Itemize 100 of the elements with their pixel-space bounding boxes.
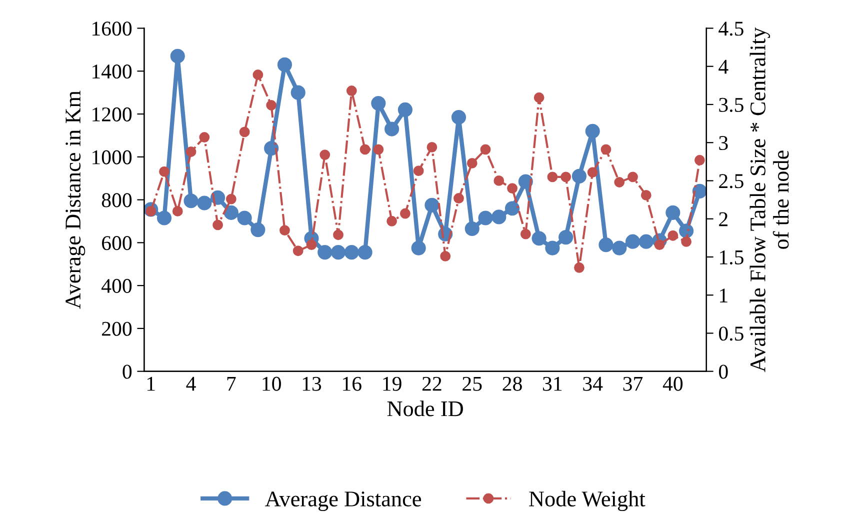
point — [318, 245, 332, 260]
point — [598, 238, 614, 252]
y-tick-label: 0 — [122, 364, 132, 379]
point — [545, 240, 560, 256]
point — [170, 48, 185, 64]
y2-tick-label: 3 — [719, 136, 728, 150]
point — [480, 144, 491, 155]
point — [464, 221, 480, 236]
point — [679, 224, 694, 238]
point — [614, 177, 625, 188]
point — [574, 262, 584, 273]
point — [507, 183, 518, 194]
x-tick-label: 25 — [462, 376, 482, 391]
point — [330, 245, 346, 260]
point — [172, 206, 183, 216]
point — [587, 167, 598, 178]
y2-tick-label: 4.5 — [718, 22, 744, 36]
point — [264, 141, 279, 156]
point — [424, 198, 440, 212]
point — [440, 250, 451, 262]
point — [250, 222, 266, 238]
x-axis-title: Node ID — [387, 400, 463, 416]
point — [212, 220, 223, 230]
point — [280, 225, 290, 236]
y2-tick-label: 2.5 — [719, 174, 744, 188]
y2-axis-title: Available Flow Table Size * Centrality of the node — [750, 27, 789, 372]
point — [612, 240, 627, 256]
point — [186, 146, 196, 157]
point — [358, 245, 372, 260]
point — [558, 230, 574, 245]
point — [668, 230, 678, 241]
point — [333, 230, 344, 240]
y-tick-label: 1600 — [92, 22, 132, 36]
point — [585, 124, 600, 138]
point — [306, 240, 317, 250]
x-tick-label: 4 — [186, 376, 196, 391]
y2-tick-label: 0.5 — [718, 326, 744, 341]
point — [384, 122, 400, 136]
y-tick-label: 200 — [102, 322, 132, 336]
point — [237, 210, 252, 226]
point — [572, 168, 587, 184]
point — [494, 176, 504, 186]
point — [478, 210, 493, 226]
point — [426, 142, 438, 152]
legend-label: Node Weight — [529, 490, 646, 512]
point — [344, 245, 359, 260]
point — [373, 144, 384, 155]
point — [346, 86, 357, 96]
point — [411, 240, 426, 256]
point — [386, 216, 398, 226]
point — [681, 236, 692, 247]
point — [413, 166, 424, 176]
point — [640, 190, 652, 200]
point — [277, 57, 292, 72]
point — [199, 132, 210, 142]
point — [197, 196, 212, 210]
x-tick-label: 34 — [583, 376, 603, 391]
y2-tick-label: 2 — [719, 212, 728, 226]
y2-tick-label: 1.5 — [720, 250, 744, 264]
point — [320, 150, 330, 160]
y-tick-label: 400 — [102, 278, 132, 293]
y-tick-label: 800 — [102, 193, 132, 208]
point — [492, 210, 506, 224]
point — [290, 85, 306, 100]
x-tick-label: 28 — [502, 376, 522, 391]
point — [466, 158, 478, 168]
point — [226, 194, 236, 204]
point — [534, 92, 544, 103]
point — [694, 154, 705, 166]
point — [371, 96, 386, 111]
point — [520, 228, 531, 240]
legend-label: Average Distance — [265, 492, 421, 512]
x-tick-label: 31 — [543, 376, 562, 391]
point — [600, 144, 612, 155]
point — [224, 205, 238, 220]
x-tick-label: 1 — [147, 376, 155, 391]
point — [532, 231, 546, 246]
point — [638, 234, 654, 249]
point — [184, 194, 198, 208]
point — [625, 234, 640, 249]
point — [451, 110, 466, 125]
x-tick-label: 13 — [302, 376, 322, 391]
y-tick-label: 600 — [102, 236, 132, 250]
x-tick-label: 16 — [343, 376, 362, 391]
y2-tick-label: 3.5 — [719, 98, 744, 112]
y2-tick-label: 0 — [718, 364, 728, 379]
point — [252, 70, 264, 80]
point — [360, 144, 370, 155]
y-tick-label: 1200 — [92, 107, 132, 122]
x-tick-label: 40 — [662, 376, 683, 391]
point — [547, 172, 558, 182]
x-tick-label: 10 — [262, 376, 281, 391]
x-tick-label: 37 — [623, 376, 643, 391]
y-axis-title: Average Distance in Km — [66, 90, 86, 309]
point — [560, 172, 572, 182]
y-tick-label: 1400 — [92, 64, 132, 79]
x-tick-label: 22 — [422, 376, 442, 391]
point — [398, 102, 412, 118]
y-tick-label: 1000 — [92, 150, 132, 164]
point — [628, 172, 638, 182]
